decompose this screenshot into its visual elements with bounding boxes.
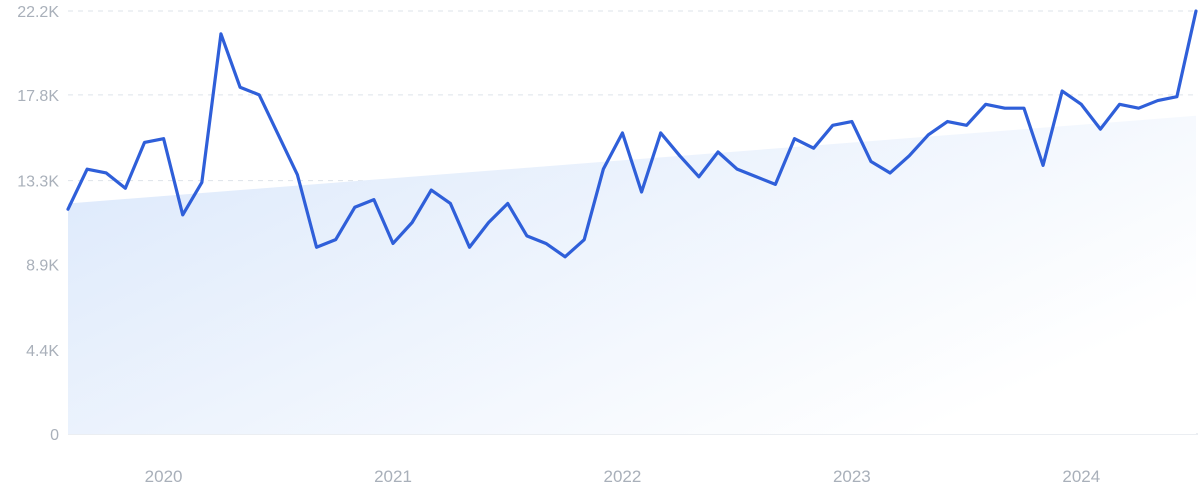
data-point[interactable] xyxy=(771,180,779,188)
data-point[interactable] xyxy=(1058,87,1066,95)
trend-area xyxy=(68,115,1196,434)
data-point[interactable] xyxy=(102,169,110,177)
data-point[interactable] xyxy=(1020,104,1028,112)
data-point[interactable] xyxy=(179,211,187,219)
data-point[interactable] xyxy=(1096,125,1104,133)
data-point[interactable] xyxy=(198,178,206,186)
data-point[interactable] xyxy=(332,236,340,244)
data-point[interactable] xyxy=(943,118,951,126)
data-point[interactable] xyxy=(810,144,818,152)
trend-area-shape xyxy=(68,115,1196,434)
data-point[interactable] xyxy=(408,219,416,227)
data-point[interactable] xyxy=(446,199,454,207)
x-tick-label: 2020 xyxy=(145,467,183,486)
data-point[interactable] xyxy=(791,135,799,143)
data-point[interactable] xyxy=(1001,104,1009,112)
data-point[interactable] xyxy=(848,118,856,126)
data-point[interactable] xyxy=(924,131,932,139)
data-point[interactable] xyxy=(1192,7,1200,15)
data-point[interactable] xyxy=(370,196,378,204)
data-point[interactable] xyxy=(389,239,397,247)
data-point[interactable] xyxy=(867,158,875,166)
data-point[interactable] xyxy=(982,100,990,108)
x-axis-ticks: 2020 2021 2022 2023 2024 xyxy=(145,467,1101,486)
data-point[interactable] xyxy=(1039,161,1047,169)
data-point[interactable] xyxy=(886,169,894,177)
data-point[interactable] xyxy=(1077,100,1085,108)
data-point[interactable] xyxy=(217,30,225,38)
y-tick-label: 0 xyxy=(50,427,59,444)
data-point[interactable] xyxy=(140,138,148,146)
data-point[interactable] xyxy=(274,131,282,139)
data-point[interactable] xyxy=(121,184,129,192)
y-tick-label: 22.2K xyxy=(17,4,59,21)
data-point[interactable] xyxy=(293,171,301,179)
data-point[interactable] xyxy=(465,243,473,251)
data-point[interactable] xyxy=(427,186,435,194)
data-point[interactable] xyxy=(599,165,607,173)
data-point[interactable] xyxy=(351,203,359,211)
data-point[interactable] xyxy=(657,129,665,137)
x-tick-label: 2022 xyxy=(604,467,642,486)
data-point[interactable] xyxy=(313,243,321,251)
data-point[interactable] xyxy=(561,253,569,261)
data-point[interactable] xyxy=(963,121,971,129)
data-point[interactable] xyxy=(64,205,72,213)
data-point[interactable] xyxy=(1116,100,1124,108)
series-line xyxy=(66,9,1198,259)
data-point[interactable] xyxy=(714,148,722,156)
data-point[interactable] xyxy=(618,129,626,137)
data-point[interactable] xyxy=(1154,97,1162,105)
x-tick-label: 2021 xyxy=(374,467,412,486)
data-point[interactable] xyxy=(676,152,684,160)
data-point[interactable] xyxy=(236,83,244,91)
data-point[interactable] xyxy=(752,173,760,181)
y-tick-label: 13.3K xyxy=(17,174,59,191)
data-point[interactable] xyxy=(1173,93,1181,101)
data-point[interactable] xyxy=(733,165,741,173)
data-point[interactable] xyxy=(83,165,91,173)
data-point[interactable] xyxy=(160,135,168,143)
data-point[interactable] xyxy=(905,152,913,160)
x-tick-label: 2023 xyxy=(833,467,871,486)
y-tick-label: 4.4K xyxy=(26,343,59,360)
data-point[interactable] xyxy=(829,121,837,129)
y-tick-label: 17.8K xyxy=(17,88,59,105)
y-tick-label: 8.9K xyxy=(26,257,59,274)
series-layer xyxy=(64,7,1200,261)
data-point[interactable] xyxy=(523,232,531,240)
x-tick-label: 2024 xyxy=(1062,467,1100,486)
data-point[interactable] xyxy=(695,173,703,181)
data-point[interactable] xyxy=(255,91,263,99)
data-point[interactable] xyxy=(485,219,493,227)
data-point[interactable] xyxy=(638,188,646,196)
data-point[interactable] xyxy=(580,236,588,244)
data-point[interactable] xyxy=(1135,104,1143,112)
data-point[interactable] xyxy=(542,239,550,247)
y-axis-ticks: 0 4.4K 8.9K 13.3K 17.8K 22.2K xyxy=(17,4,59,444)
data-point[interactable] xyxy=(504,199,512,207)
